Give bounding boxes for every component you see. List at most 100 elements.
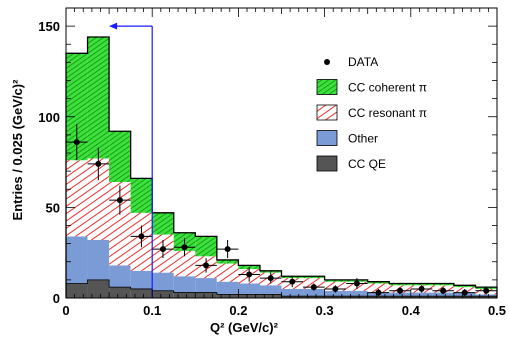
bar-1-8 — [238, 283, 260, 295]
bar-1-12 — [324, 290, 347, 297]
bar-3-7 — [216, 259, 239, 264]
x-tick-label-5: 0.5 — [488, 303, 506, 318]
bar-1-0 — [66, 236, 88, 284]
legend: DATA CC coherent π CC resonant π Other CC QE — [316, 55, 427, 172]
bar-0-18 — [453, 296, 476, 298]
data-point-16 — [418, 285, 425, 292]
legend-label-4: CC QE — [348, 157, 386, 171]
data-points — [66, 124, 497, 297]
legend-label-1: CC coherent π — [348, 81, 427, 95]
x-tick-label-0: 0 — [62, 303, 69, 318]
cut-marker — [109, 22, 153, 298]
data-point-11 — [310, 284, 317, 291]
bar-3-0 — [66, 53, 88, 161]
legend-label-3: Other — [348, 132, 378, 146]
bar-3-15 — [389, 283, 411, 286]
legend-label-0: DATA — [348, 55, 378, 69]
bar-3-1 — [87, 37, 110, 159]
legend-swatch-1 — [316, 79, 338, 95]
bar-3-9 — [259, 270, 282, 273]
y-tick-label-0: 0 — [53, 291, 60, 306]
data-point-18 — [461, 289, 468, 296]
y-tick-label-2: 100 — [38, 110, 60, 125]
bar-2-14 — [367, 283, 390, 293]
bar-0-7 — [216, 294, 239, 298]
data-point-4 — [159, 246, 166, 253]
bar-0-5 — [173, 292, 196, 298]
bar-0-19 — [475, 296, 497, 298]
bar-3-3 — [130, 178, 153, 213]
data-point-3 — [138, 233, 145, 240]
bar-0-4 — [152, 290, 174, 298]
data-point-8 — [246, 271, 253, 278]
y-axis-label: Entries / 0.025 (GeV/c)² — [10, 79, 25, 221]
tick-labels: 0 0.1 0.2 0.3 0.4 0.5 0 50 100 150 — [38, 19, 506, 318]
qe-outline-path — [66, 279, 497, 297]
bar-1-5 — [173, 276, 196, 293]
x-tick-label-3: 0.3 — [316, 303, 334, 318]
bar-3-6 — [195, 236, 217, 257]
data-point-5 — [181, 244, 188, 251]
bar-1-1 — [87, 240, 110, 280]
bar-0-3 — [130, 288, 153, 298]
data-point-14 — [375, 289, 382, 296]
data-point-7 — [224, 246, 231, 253]
total-outline — [65, 36, 498, 298]
bar-0-14 — [367, 296, 390, 298]
axes — [65, 7, 498, 299]
data-point-6 — [203, 262, 210, 269]
bar-1-3 — [130, 270, 153, 289]
data-point-13 — [353, 280, 360, 287]
bar-1-13 — [346, 290, 368, 297]
bar-1-11 — [303, 288, 325, 297]
data-point-1 — [95, 160, 102, 167]
x-tick-label-2: 0.2 — [229, 303, 247, 318]
bar-1-19 — [475, 294, 497, 297]
legend-swatch-2 — [316, 104, 338, 121]
data-point-9 — [267, 275, 274, 282]
bar-1-10 — [281, 288, 304, 297]
bar-0-8 — [238, 294, 260, 298]
cut-arrow-head — [109, 22, 118, 30]
data-point-10 — [289, 278, 296, 285]
bar-1-7 — [216, 281, 239, 295]
bar-3-18 — [453, 285, 476, 288]
bar-2-2 — [109, 182, 131, 266]
bar-2-7 — [216, 263, 239, 282]
bar-3-2 — [109, 131, 131, 182]
bar-0-0 — [66, 283, 88, 298]
bar-0-16 — [410, 296, 433, 298]
legend-swatch-4 — [316, 155, 338, 172]
bar-1-9 — [259, 285, 282, 295]
bar-1-4 — [152, 272, 174, 291]
bar-0-2 — [109, 287, 131, 298]
bar-0-1 — [87, 279, 110, 298]
bar-0-11 — [303, 296, 325, 298]
bar-0-12 — [324, 296, 347, 298]
bar-0-6 — [195, 292, 217, 298]
data-point-15 — [397, 287, 404, 294]
bar-1-6 — [195, 278, 217, 293]
data-point-2 — [116, 197, 123, 204]
bar-0-17 — [432, 296, 454, 298]
data-point-17 — [440, 287, 447, 294]
bar-2-5 — [173, 250, 196, 277]
bar-3-16 — [410, 283, 433, 286]
data-point-0 — [73, 139, 80, 146]
legend-label-2: CC resonant π — [348, 106, 427, 120]
bar-0-9 — [259, 294, 282, 298]
x-tick-label-1: 0.1 — [143, 303, 161, 318]
bar-0-10 — [281, 296, 304, 298]
x-axis-label: Q² (GeV/c)² — [210, 320, 279, 335]
bar-2-0 — [66, 160, 88, 237]
bar-3-17 — [432, 283, 454, 286]
bar-3-14 — [367, 281, 390, 284]
bar-1-2 — [109, 265, 131, 288]
y-tick-label-1: 50 — [46, 200, 60, 215]
histogram-bars — [66, 37, 497, 298]
y-tick-label-3: 150 — [38, 19, 60, 34]
bar-3-12 — [324, 279, 347, 282]
data-point-19 — [483, 287, 490, 294]
legend-marker-data — [324, 59, 330, 65]
